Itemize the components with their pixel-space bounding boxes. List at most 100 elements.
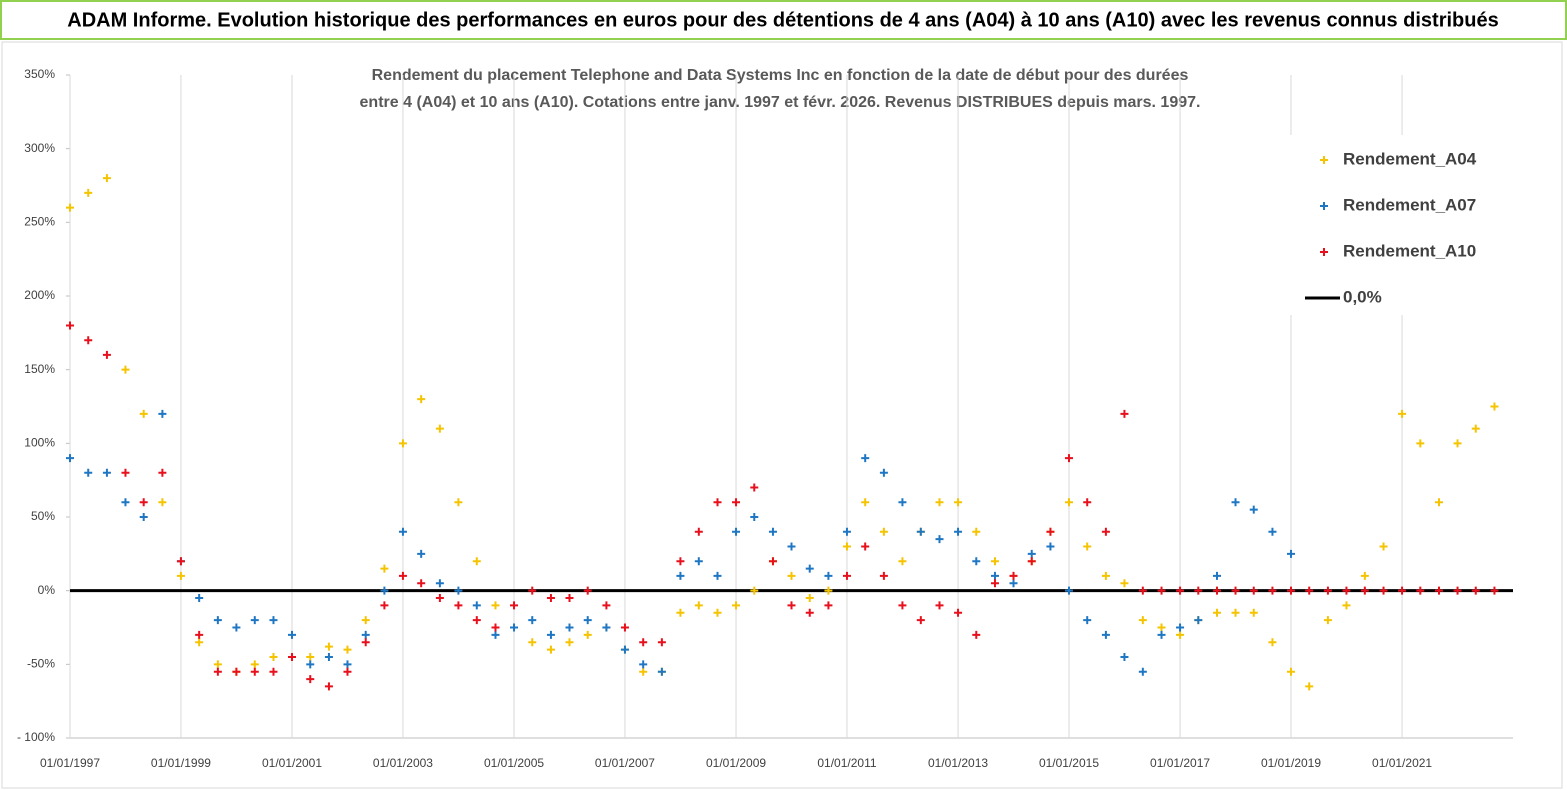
x-tick-label: 01/01/2017 bbox=[1150, 756, 1210, 770]
data-point bbox=[306, 675, 315, 684]
data-point bbox=[1157, 586, 1166, 595]
x-tick-label: 01/01/2007 bbox=[595, 756, 655, 770]
data-point bbox=[510, 601, 519, 610]
data-point bbox=[787, 542, 796, 551]
data-point bbox=[1120, 409, 1129, 418]
data-point bbox=[66, 203, 74, 212]
x-tick-label: 01/01/2013 bbox=[928, 756, 988, 770]
data-point bbox=[916, 527, 925, 536]
data-point bbox=[1009, 571, 1018, 580]
data-point bbox=[232, 667, 241, 676]
data-point bbox=[1231, 498, 1240, 507]
data-point bbox=[1194, 616, 1203, 625]
data-point bbox=[805, 594, 814, 603]
data-point bbox=[435, 424, 444, 433]
data-point bbox=[879, 527, 888, 536]
data-point bbox=[954, 498, 963, 507]
data-point bbox=[102, 350, 111, 359]
data-point bbox=[417, 549, 426, 558]
data-point bbox=[361, 616, 370, 625]
data-point bbox=[1176, 630, 1185, 639]
data-point bbox=[732, 601, 741, 610]
x-tick-label: 01/01/2015 bbox=[1039, 756, 1099, 770]
data-point bbox=[787, 571, 796, 580]
y-tick-label: 200% bbox=[24, 288, 55, 302]
data-point bbox=[1249, 586, 1258, 595]
data-point bbox=[1305, 586, 1314, 595]
data-point bbox=[528, 586, 537, 595]
data-point bbox=[602, 623, 611, 632]
data-point bbox=[694, 527, 703, 536]
y-tick-label: - 100% bbox=[17, 730, 55, 744]
data-point bbox=[1435, 586, 1443, 595]
data-point bbox=[250, 660, 259, 669]
data-point bbox=[84, 468, 93, 477]
data-point bbox=[472, 601, 481, 610]
data-point bbox=[213, 667, 222, 676]
data-point bbox=[768, 557, 777, 566]
data-point bbox=[1342, 601, 1351, 610]
data-point bbox=[84, 188, 93, 197]
data-point bbox=[528, 638, 537, 647]
data-point bbox=[176, 571, 185, 580]
data-point bbox=[250, 667, 259, 676]
data-point bbox=[546, 645, 555, 654]
data-point bbox=[842, 542, 851, 551]
x-tick-label: 01/01/2005 bbox=[484, 756, 544, 770]
data-point bbox=[1453, 586, 1462, 595]
data-point bbox=[1416, 586, 1425, 595]
data-point bbox=[1138, 616, 1147, 625]
data-point bbox=[1176, 586, 1185, 595]
data-point bbox=[324, 682, 333, 691]
data-point bbox=[1398, 586, 1407, 595]
data-point bbox=[1342, 586, 1351, 595]
data-point bbox=[972, 630, 981, 639]
data-point bbox=[1083, 542, 1092, 551]
data-point bbox=[546, 594, 555, 603]
data-point bbox=[1231, 608, 1240, 617]
data-point bbox=[1471, 586, 1480, 595]
data-point bbox=[1471, 424, 1480, 433]
data-point bbox=[454, 498, 463, 507]
data-point bbox=[1286, 586, 1295, 595]
data-point bbox=[213, 660, 222, 669]
data-point bbox=[1286, 549, 1295, 558]
data-point bbox=[676, 571, 685, 580]
legend-box bbox=[1290, 135, 1500, 315]
data-point bbox=[1046, 542, 1055, 551]
data-point bbox=[361, 630, 370, 639]
data-point bbox=[639, 667, 648, 676]
data-point bbox=[1101, 630, 1110, 639]
y-tick-label: 50% bbox=[31, 509, 55, 523]
data-point bbox=[1083, 498, 1092, 507]
data-point bbox=[417, 579, 426, 588]
data-point bbox=[1027, 549, 1036, 558]
data-point bbox=[1435, 498, 1443, 507]
data-point bbox=[1416, 439, 1425, 448]
data-point bbox=[121, 365, 130, 374]
data-point bbox=[1064, 498, 1073, 507]
data-point bbox=[121, 498, 130, 507]
data-point bbox=[1249, 608, 1258, 617]
y-tick-label: 300% bbox=[24, 141, 55, 155]
data-point bbox=[158, 409, 167, 418]
data-point bbox=[343, 667, 352, 676]
data-point bbox=[324, 642, 333, 651]
data-point bbox=[1379, 586, 1388, 595]
x-tick-label: 01/01/2019 bbox=[1261, 756, 1321, 770]
data-point bbox=[66, 454, 74, 463]
y-tick-label: 0% bbox=[38, 583, 56, 597]
data-point bbox=[916, 616, 925, 625]
data-point bbox=[195, 638, 204, 647]
data-point bbox=[158, 498, 167, 507]
data-point bbox=[990, 571, 999, 580]
data-point bbox=[288, 630, 297, 639]
data-point bbox=[768, 527, 777, 536]
title-bar bbox=[0, 0, 1567, 40]
y-tick-label: 350% bbox=[24, 67, 55, 81]
data-point bbox=[713, 608, 722, 617]
data-point bbox=[1157, 623, 1166, 632]
data-point bbox=[565, 638, 574, 647]
data-point bbox=[935, 535, 944, 544]
data-point bbox=[380, 564, 389, 573]
